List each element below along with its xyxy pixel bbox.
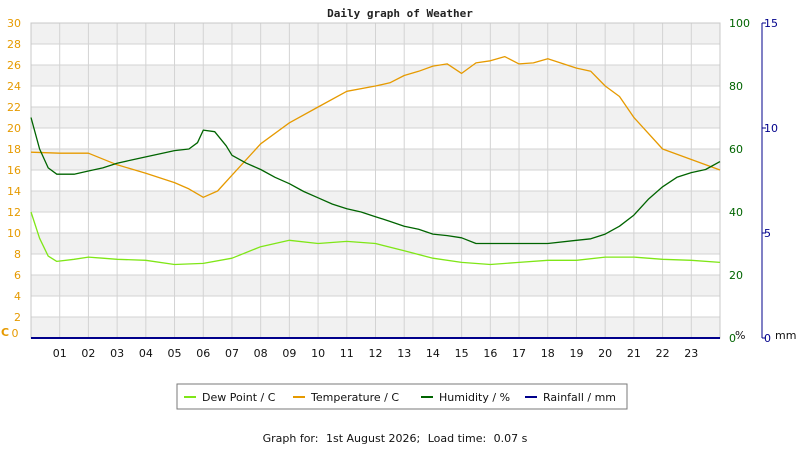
x-tick-label: 01	[53, 347, 67, 360]
x-tick-label: 02	[81, 347, 95, 360]
left-tick-label: 4	[14, 290, 21, 303]
left-tick-label: 6	[14, 269, 21, 282]
right-tick-label: 20	[729, 269, 743, 282]
rainfall-tick-label: 15	[764, 17, 778, 30]
x-tick-label: 22	[656, 347, 670, 360]
x-tick-label: 06	[196, 347, 210, 360]
x-tick-label: 17	[512, 347, 526, 360]
legend-label: Dew Point / C	[202, 391, 276, 404]
x-tick-label: 04	[139, 347, 153, 360]
series-line-3	[30, 117, 721, 245]
x-tick-label: 07	[225, 347, 239, 360]
left-tick-label: 10	[7, 227, 21, 240]
left-tick-label: 14	[7, 185, 21, 198]
chart-title: Daily graph of Weather	[327, 7, 473, 20]
series-lines	[30, 55, 721, 339]
right-tick-label: 0	[729, 332, 736, 345]
legend-label: Temperature / C	[310, 391, 399, 404]
rainfall-tick-label: 10	[764, 122, 778, 135]
series-line-1	[30, 211, 721, 266]
footer-text: Graph for: 1st August 2026; Load time: 0…	[263, 432, 528, 445]
left-tick-label: 20	[7, 122, 21, 135]
right-tick-label: 80	[729, 80, 743, 93]
left-tick-label: 30	[7, 17, 21, 30]
left-unit-label: C	[1, 326, 9, 339]
footer-load-label: Load time:	[428, 432, 486, 445]
right-axis-rainfall: 0 5 10 15 mm	[761, 17, 796, 345]
left-tick-label: 28	[7, 38, 21, 51]
x-tick-label: 18	[541, 347, 555, 360]
right-axis-humidity: 0 20 40 60 80 100%	[729, 17, 750, 345]
left-tick-label: 2	[14, 311, 21, 324]
left-tick-label: 24	[7, 80, 21, 93]
left-tick-label: 18	[7, 143, 21, 156]
footer-load-value: 0.07 s	[494, 432, 528, 445]
right-tick-label: 60	[729, 143, 743, 156]
rainfall-tick-label: 0	[764, 332, 771, 345]
left-tick-label: 0	[12, 327, 19, 340]
x-tick-label: 03	[110, 347, 124, 360]
legend: Dew Point / C Temperature / C Humidity / %…	[176, 383, 628, 410]
left-tick-label: 26	[7, 59, 21, 72]
x-tick-label: 05	[168, 347, 182, 360]
right-tick-label: 100	[729, 17, 750, 30]
x-tick-label: 19	[569, 347, 583, 360]
legend-box	[176, 383, 628, 410]
right-tick-label: 40	[729, 206, 743, 219]
left-tick-label: 16	[7, 164, 21, 177]
x-tick-label: 09	[282, 347, 296, 360]
x-tick-label: 21	[627, 347, 641, 360]
left-tick-label: 12	[7, 206, 21, 219]
x-tick-label: 10	[311, 347, 325, 360]
x-tick-label: 15	[455, 347, 469, 360]
x-tick-label: 14	[426, 347, 440, 360]
legend-label: Rainfall / mm	[543, 391, 616, 404]
footer-date: 1st August 2026;	[326, 432, 420, 445]
series-line-2	[30, 55, 721, 198]
x-tick-label: 23	[684, 347, 698, 360]
x-tick-label: 20	[598, 347, 612, 360]
x-tick-label: 08	[254, 347, 268, 360]
x-tick-label: 13	[397, 347, 411, 360]
left-tick-label: 8	[14, 248, 21, 261]
rainfall-unit-label: mm	[775, 329, 796, 342]
left-tick-label: 22	[7, 101, 21, 114]
legend-label: Humidity / %	[439, 391, 510, 404]
x-axis: 01 02 03 04 05 06 07 08 09 10 11 12 13 14 15 16 17 18 19 20…	[53, 347, 699, 360]
rainfall-tick-label: 5	[764, 227, 771, 240]
footer-label: Graph for:	[263, 432, 319, 445]
right-unit-label: %	[735, 329, 745, 342]
x-tick-label: 12	[369, 347, 383, 360]
x-tick-label: 11	[340, 347, 354, 360]
x-tick-label: 16	[483, 347, 497, 360]
